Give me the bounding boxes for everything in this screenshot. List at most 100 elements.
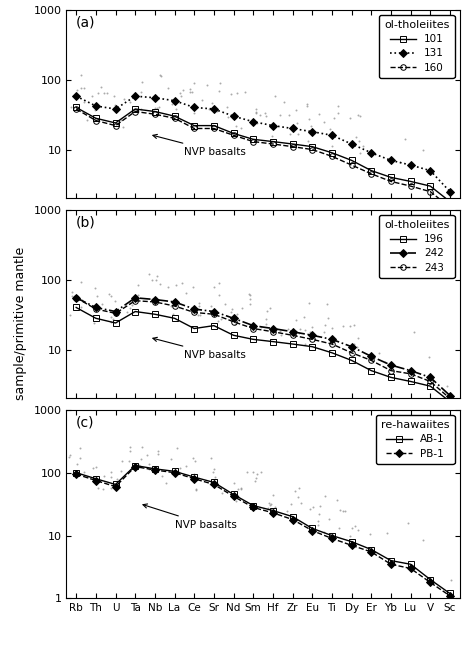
Point — [382, 356, 389, 367]
243 — [93, 305, 99, 313]
Point — [253, 118, 261, 128]
242 — [349, 343, 355, 351]
PB-1 — [211, 481, 217, 488]
Point — [119, 122, 127, 132]
196 — [428, 382, 433, 390]
Point — [210, 464, 218, 474]
242 — [368, 353, 374, 360]
243 — [447, 395, 453, 402]
PB-1 — [250, 503, 256, 511]
Point — [95, 88, 102, 98]
Point — [107, 483, 114, 493]
Point — [92, 461, 100, 472]
Point — [66, 450, 74, 460]
196 — [231, 331, 237, 339]
Text: (b): (b) — [76, 215, 96, 230]
160 — [329, 153, 335, 160]
101 — [310, 143, 315, 151]
Point — [138, 76, 146, 87]
242 — [270, 325, 276, 333]
Point — [206, 478, 214, 488]
Point — [66, 310, 74, 320]
242 — [231, 314, 237, 322]
Point — [262, 107, 269, 118]
242 — [428, 373, 433, 381]
Point — [126, 445, 134, 455]
Point — [253, 107, 260, 118]
AB-1 — [250, 501, 256, 509]
Point — [334, 101, 342, 111]
Point — [77, 83, 84, 93]
Point — [146, 269, 153, 280]
Point — [308, 121, 315, 131]
Point — [271, 91, 279, 102]
Point — [323, 299, 331, 309]
242 — [447, 391, 453, 399]
Point — [203, 80, 211, 90]
AB-1 — [270, 507, 276, 514]
131 — [290, 125, 295, 133]
PB-1 — [152, 466, 158, 474]
Point — [188, 87, 195, 97]
Point — [286, 129, 294, 140]
Point — [366, 529, 374, 539]
Point — [355, 525, 362, 536]
Point — [328, 323, 336, 333]
Point — [232, 121, 239, 131]
Point — [176, 87, 183, 98]
Point — [257, 322, 265, 332]
242 — [290, 328, 295, 336]
Point — [163, 477, 170, 488]
Point — [77, 302, 85, 312]
196 — [349, 356, 355, 364]
Point — [93, 291, 101, 301]
Point — [91, 283, 99, 294]
Point — [109, 314, 117, 325]
101 — [368, 167, 374, 175]
101 — [270, 138, 276, 146]
131 — [310, 128, 315, 136]
Point — [90, 318, 97, 328]
Point — [196, 302, 203, 312]
Point — [217, 314, 225, 324]
131 — [93, 102, 99, 110]
Point — [314, 516, 322, 526]
Point — [354, 333, 362, 344]
AB-1 — [152, 465, 158, 473]
Point — [192, 485, 200, 495]
Point — [145, 464, 153, 474]
AB-1 — [388, 556, 394, 564]
242 — [93, 303, 99, 311]
242 — [132, 294, 138, 302]
Point — [306, 504, 314, 514]
Point — [324, 313, 332, 323]
Point — [223, 102, 231, 113]
Point — [89, 91, 96, 101]
Point — [152, 274, 160, 285]
160 — [191, 125, 197, 133]
Point — [295, 327, 302, 338]
Point — [208, 453, 215, 463]
PB-1 — [447, 592, 453, 600]
Point — [172, 104, 180, 115]
Point — [215, 315, 222, 325]
Point — [326, 124, 334, 135]
Point — [446, 187, 453, 197]
196 — [250, 336, 256, 344]
PB-1 — [172, 469, 177, 477]
Point — [305, 136, 312, 146]
101 — [93, 115, 99, 122]
AB-1 — [408, 560, 413, 568]
Point — [158, 471, 165, 481]
Point — [96, 303, 104, 313]
Point — [154, 446, 162, 456]
Point — [108, 312, 115, 322]
101 — [408, 177, 413, 185]
Point — [339, 505, 346, 516]
Point — [106, 289, 113, 300]
Point — [317, 501, 324, 511]
Point — [169, 309, 177, 320]
Point — [191, 456, 199, 466]
101 — [152, 107, 158, 115]
Line: 160: 160 — [73, 106, 453, 210]
